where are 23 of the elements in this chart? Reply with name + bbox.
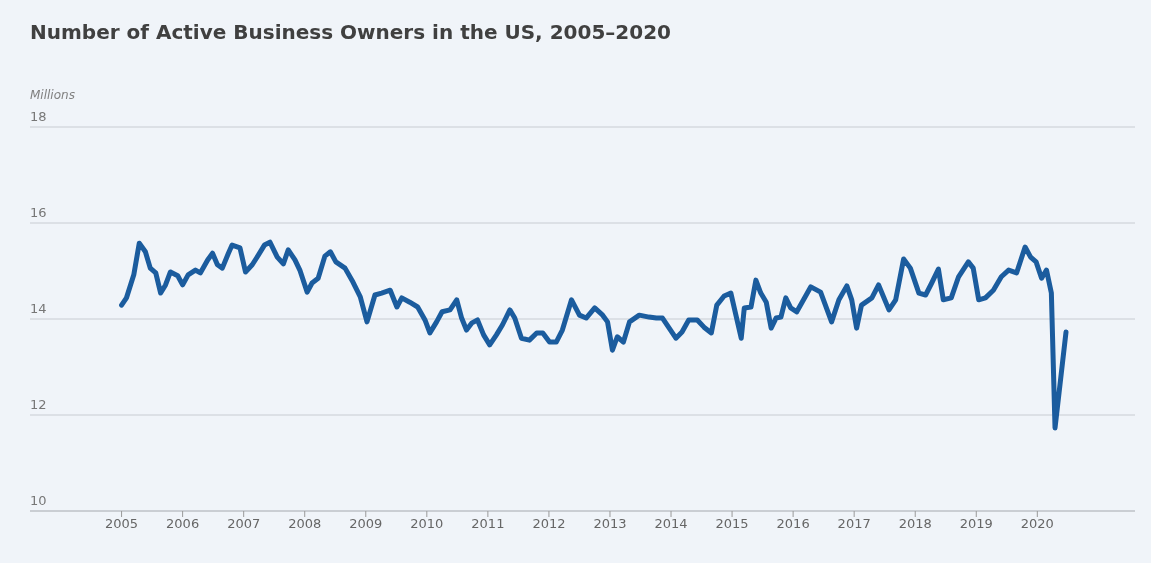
x-tick-label: 2008 [288,516,322,532]
x-tick-label: 2015 [715,516,749,532]
x-tick-label: 2020 [1020,516,1054,532]
y-tick-label: 16 [30,205,47,220]
x-tick-label: 2012 [532,516,566,532]
x-tick-label: 2016 [776,516,810,532]
x-tick-label: 2014 [654,516,688,532]
x-tick-label: 2005 [105,516,139,532]
y-tick-label: 14 [30,301,47,316]
y-tick-label: 12 [30,397,47,412]
chart-title: Number of Active Business Owners in the US, 2005–2020 [30,20,671,44]
x-tick-label: 2017 [837,516,871,532]
x-tick-label: 2013 [593,516,627,532]
x-tick-label: 2011 [471,516,505,532]
x-tick-label: 2019 [959,516,993,532]
x-tick-label: 2006 [166,516,200,532]
x-tick-label: 2009 [349,516,383,532]
x-tick-label: 2018 [898,516,932,532]
x-tick-label: 2007 [227,516,261,532]
y-tick-label: 10 [30,493,47,508]
y-tick-label: 18 [30,109,47,124]
x-tick-label: 2010 [410,516,444,532]
y-axis-title: Millions [30,88,75,102]
